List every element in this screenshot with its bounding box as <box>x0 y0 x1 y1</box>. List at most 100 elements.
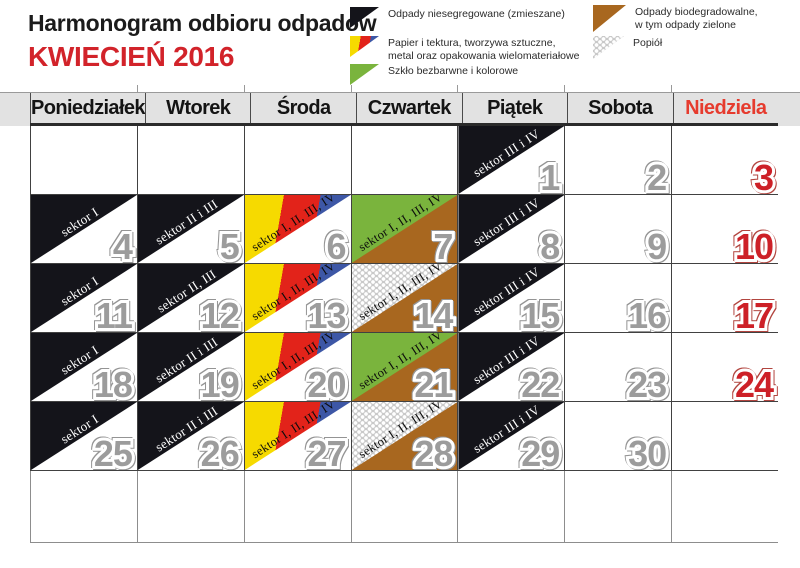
day-cell-18: sektor I 18 <box>30 333 137 402</box>
empty-cell <box>350 471 458 543</box>
day-cell-12: sektor II, III 12 <box>136 264 244 333</box>
week-row: sektor I4sektor II i III5sektor I, II, I… <box>30 195 779 264</box>
legend-label-line: Szkło bezbarwne i kolorowe <box>388 65 519 77</box>
day-number: 14 <box>414 298 453 333</box>
day-number: 21 <box>414 367 453 402</box>
day-number: 24 <box>735 367 774 402</box>
day-number: 25 <box>94 436 133 471</box>
legend-label-line: metal oraz opakowania wielomateriałowe <box>388 49 580 62</box>
legend-label-line: Odpady biodegradowalne, <box>635 6 758 18</box>
day-number: 12 <box>201 298 240 333</box>
week-row: sektor I11sektor II, III12sektor I, II, … <box>30 264 779 333</box>
day-number: 3 <box>754 160 774 195</box>
weekday-sobota: Sobota <box>567 93 673 123</box>
day-number: 22 <box>521 367 560 402</box>
day-cell-1: sektor III i IV 1 <box>457 126 565 195</box>
day-number: 5 <box>220 229 240 264</box>
empty-cell <box>136 471 244 543</box>
day-cell-5: sektor II i III 5 <box>136 195 244 264</box>
day-cell-6: sektor I, II, III, IV 6 <box>243 195 351 264</box>
paper-waste-swatch-icon <box>350 36 379 57</box>
title-block: Harmonogram odbioru odpadów KWIECIEŃ 201… <box>28 10 377 73</box>
day-cell-25: sektor I 25 <box>30 402 137 471</box>
week-row: sektor III i IV1 2 3 <box>30 126 779 195</box>
day-cell-13: sektor I, II, III, IV 13 <box>243 264 351 333</box>
day-number: 18 <box>94 367 133 402</box>
day-number: 26 <box>201 436 240 471</box>
day-cell-19: sektor II i III 19 <box>136 333 244 402</box>
legend-item-mixed: Odpady niesegregowane (zmieszane) <box>350 7 565 28</box>
day-number: 1 <box>540 160 560 195</box>
day-number: 6 <box>327 229 347 264</box>
legend-label: Odpady niesegregowane (zmieszane) <box>388 7 565 28</box>
day-cell-11: sektor I 11 <box>30 264 137 333</box>
day-number: 9 <box>647 229 667 264</box>
legend-label-line: Popiół <box>633 37 663 49</box>
day-number: 16 <box>628 298 667 333</box>
weekday-niedziela: Niedziela <box>672 93 779 123</box>
day-number: 30 <box>628 436 667 471</box>
week-row: sektor I18sektor II i III19sektor I, II,… <box>30 333 779 402</box>
day-cell-27: sektor I, II, III, IV 27 <box>243 402 351 471</box>
day-cell-2: 2 <box>564 126 672 195</box>
day-cell-21: sektor I, II, III, IV 21 <box>350 333 458 402</box>
day-cell-22: sektor III i IV 22 <box>457 333 565 402</box>
bio-waste-swatch-icon <box>593 5 626 32</box>
legend-label-line: Papier i tektura, tworzywa sztuczne, <box>388 37 556 49</box>
day-cell-30: 30 <box>564 402 672 471</box>
column-tick <box>564 85 566 92</box>
day-cell-16: 16 <box>564 264 672 333</box>
day-cell-14: sektor I, II, III, IV 14 <box>350 264 458 333</box>
day-cell-28: sektor I, II, III, IV 28 <box>350 402 458 471</box>
calendar-grid: sektor III i IV123sektor I4sektor II i I… <box>30 126 779 543</box>
week-row: sektor I25sektor II i III26sektor I, II,… <box>30 402 779 471</box>
weekday-sroda: Środa <box>250 93 356 123</box>
day-cell-26: sektor II i III 26 <box>136 402 244 471</box>
day-cell-3: 3 <box>671 126 779 195</box>
legend-label-line: w tym odpady zielone <box>635 18 736 31</box>
empty-cell <box>457 471 565 543</box>
empty-cell <box>30 471 137 543</box>
day-number: 7 <box>433 229 453 264</box>
day-number: 17 <box>735 298 774 333</box>
day-cell-20: sektor I, II, III, IV 20 <box>243 333 351 402</box>
day-number: 4 <box>113 229 133 264</box>
day-cell-23: 23 <box>564 333 672 402</box>
weekday-piatek: Piątek <box>461 93 568 123</box>
day-number: 13 <box>308 298 347 333</box>
column-tick <box>350 85 352 92</box>
empty-cell <box>350 126 458 195</box>
weekday-wtorek: Wtorek <box>144 93 251 123</box>
week-row <box>30 471 779 543</box>
day-number: 23 <box>628 367 667 402</box>
day-number: 27 <box>308 436 347 471</box>
column-tick <box>671 85 673 92</box>
weekday-header-band: Poniedziałek Wtorek Środa Czwartek Piąte… <box>0 92 800 126</box>
day-cell-15: sektor III i IV 15 <box>457 264 565 333</box>
day-number: 20 <box>308 367 347 402</box>
day-number: 29 <box>521 436 560 471</box>
ash-waste-swatch-icon <box>593 36 624 59</box>
legend-label-line: Odpady niesegregowane (zmieszane) <box>388 8 565 20</box>
weekday-poniedzialek: Poniedziałek <box>30 93 146 123</box>
day-cell-24: 24 <box>671 333 779 402</box>
column-tick <box>243 85 245 92</box>
day-cell-7: sektor I, II, III, IV 7 <box>350 195 458 264</box>
day-number: 28 <box>414 436 453 471</box>
legend-item-paper: Papier i tektura, tworzywa sztuczne, met… <box>350 36 579 62</box>
day-cell-8: sektor III i IV 8 <box>457 195 565 264</box>
page-title: Harmonogram odbioru odpadów <box>28 10 377 36</box>
day-cell-17: 17 <box>671 264 779 333</box>
empty-cell <box>243 126 351 195</box>
day-number: 8 <box>540 229 560 264</box>
empty-cell <box>564 471 672 543</box>
glass-waste-swatch-icon <box>350 64 379 85</box>
day-number: 11 <box>96 298 133 333</box>
weekday-czwartek: Czwartek <box>355 93 462 123</box>
day-cell-10: 10 <box>671 195 779 264</box>
legend-item-glass: Szkło bezbarwne i kolorowe <box>350 64 518 85</box>
empty-cell <box>30 126 137 195</box>
month-title: KWIECIEŃ 2016 <box>28 41 235 72</box>
